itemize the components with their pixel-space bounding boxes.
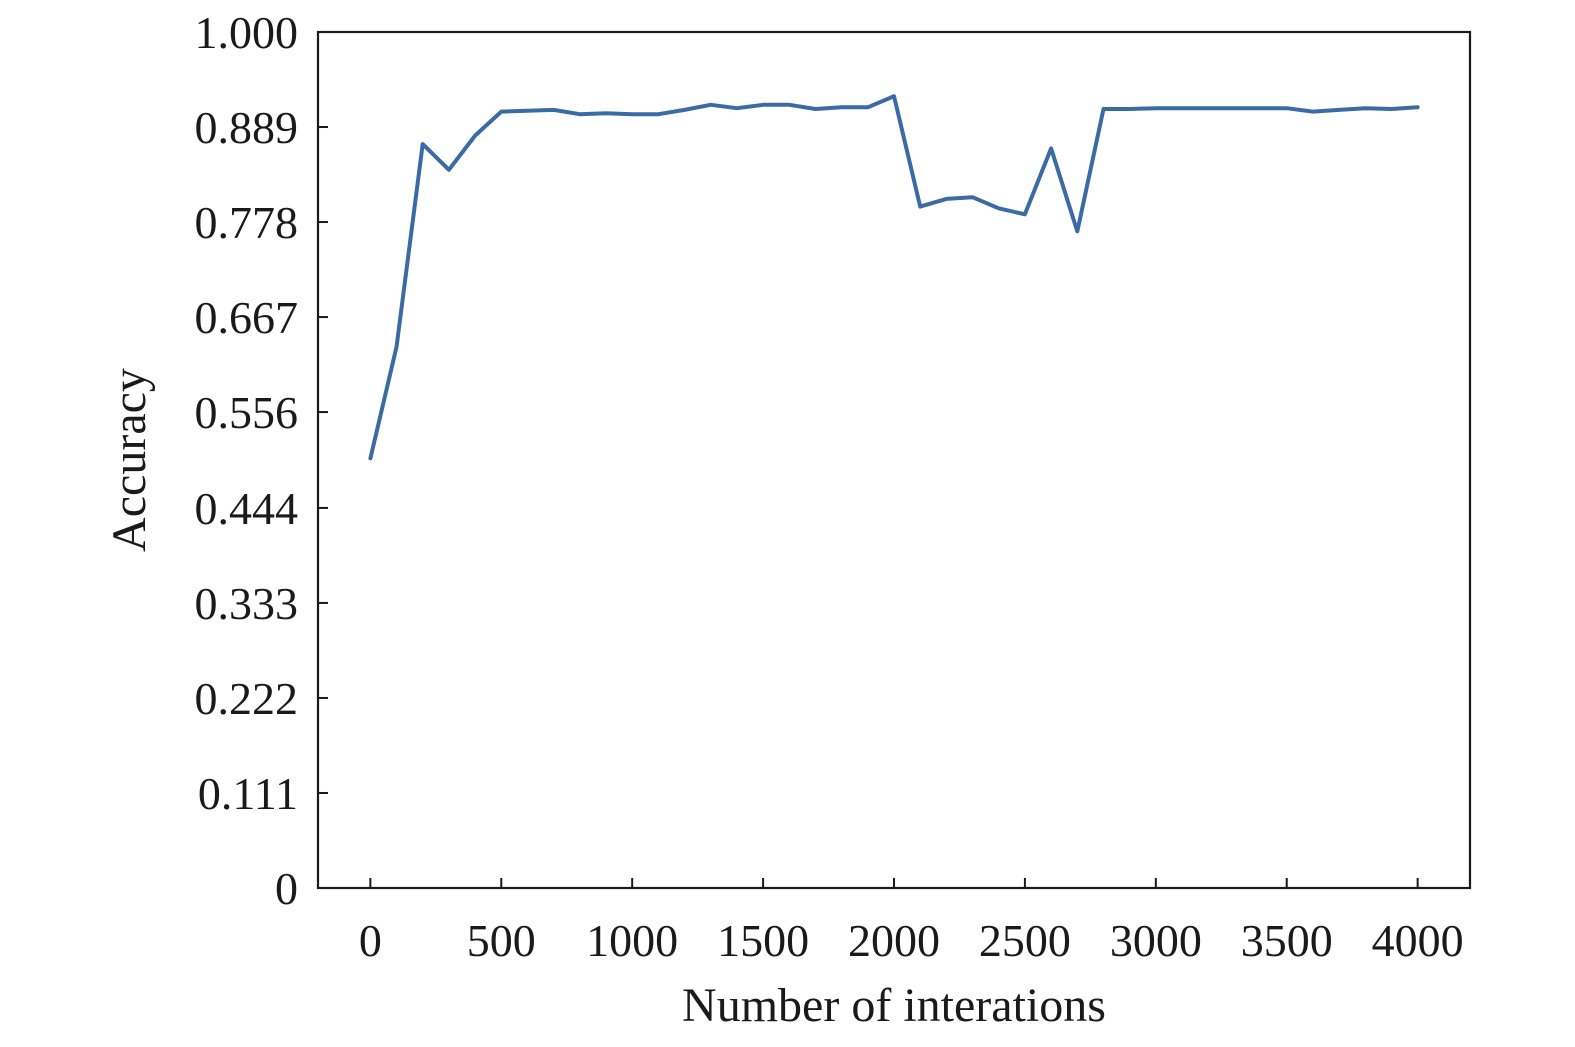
y-tick-label: 0.667: [195, 292, 299, 343]
y-tick-label: 0.889: [195, 102, 299, 153]
y-axis-title: Accuracy: [103, 368, 156, 552]
y-tick-label: 0.444: [195, 483, 299, 534]
x-tick-label: 3000: [1110, 915, 1202, 966]
y-tick-label: 1.000: [195, 7, 299, 58]
y-tick-label: 0.222: [195, 673, 299, 724]
x-tick-label: 3500: [1241, 915, 1333, 966]
plot-frame: [316, 30, 1472, 890]
y-tick-label: 0.778: [195, 197, 299, 248]
x-tick-label: 2000: [848, 915, 940, 966]
accuracy-series-line: [368, 94, 1420, 461]
y-tick-label: 0.556: [195, 387, 299, 438]
x-tick-label: 1000: [586, 915, 678, 966]
x-tick-label: 0: [359, 915, 382, 966]
y-tick-label: 0: [275, 863, 298, 914]
x-axis-title: Number of interations: [682, 979, 1106, 1032]
x-tick-label: 1500: [717, 915, 809, 966]
x-tick-label: 4000: [1372, 915, 1464, 966]
x-axis-ticks: 0 500 1000 1500 2000 2500 3000 3500 4000: [359, 878, 1464, 966]
series-layer: [368, 94, 1420, 461]
x-tick-label: 500: [467, 915, 536, 966]
plot-border: [316, 30, 1472, 890]
y-tick-label: 0.333: [195, 578, 299, 629]
x-tick-label: 2500: [979, 915, 1071, 966]
y-axis-ticks: 0 0.111 0.222 0.333 0.444 0.556 0.667 0.778 0.88…: [195, 7, 328, 914]
y-tick-label: 0.111: [198, 768, 298, 819]
